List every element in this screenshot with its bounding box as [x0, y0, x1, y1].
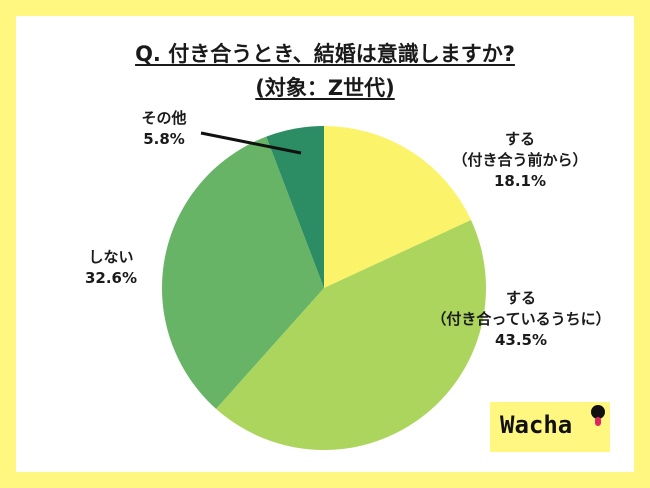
slice-category-label-2: しない	[88, 248, 133, 266]
slice-value-label-3: 5.8%	[143, 130, 185, 148]
slice-value-label-1: 43.5%	[495, 331, 547, 349]
slice-value-label-0: 18.1%	[494, 172, 546, 190]
pie-slice-3	[266, 126, 324, 288]
pie-slice-2	[162, 136, 324, 409]
slice-value-label-2: 32.6%	[85, 269, 137, 287]
slice-category-label-0: する	[505, 130, 535, 148]
wacha-logo: Wacha	[490, 402, 610, 452]
logo-text: Wacha	[500, 411, 573, 439]
slice-category-label-1: （付き合っているうちに）	[431, 310, 610, 328]
slice-category-label-3: その他	[141, 109, 186, 127]
chart-title-line-1: Q. 付き合うとき、結婚は意識しますか?	[135, 42, 515, 66]
pie-slice-1	[216, 219, 487, 451]
pie-chart: する （付き合う前から） 18.1% する （付き合っているうちに） 43.5% しない 32…	[85, 109, 611, 451]
slice-category-label-1: する	[506, 289, 536, 307]
pie-slice-0	[324, 126, 472, 288]
logo-mark-icon	[591, 405, 605, 426]
slice-category-label-0: （付き合う前から）	[452, 151, 587, 169]
chart-title-line-2: (対象：Z世代)	[255, 76, 395, 100]
other-leader-line	[200, 131, 302, 155]
